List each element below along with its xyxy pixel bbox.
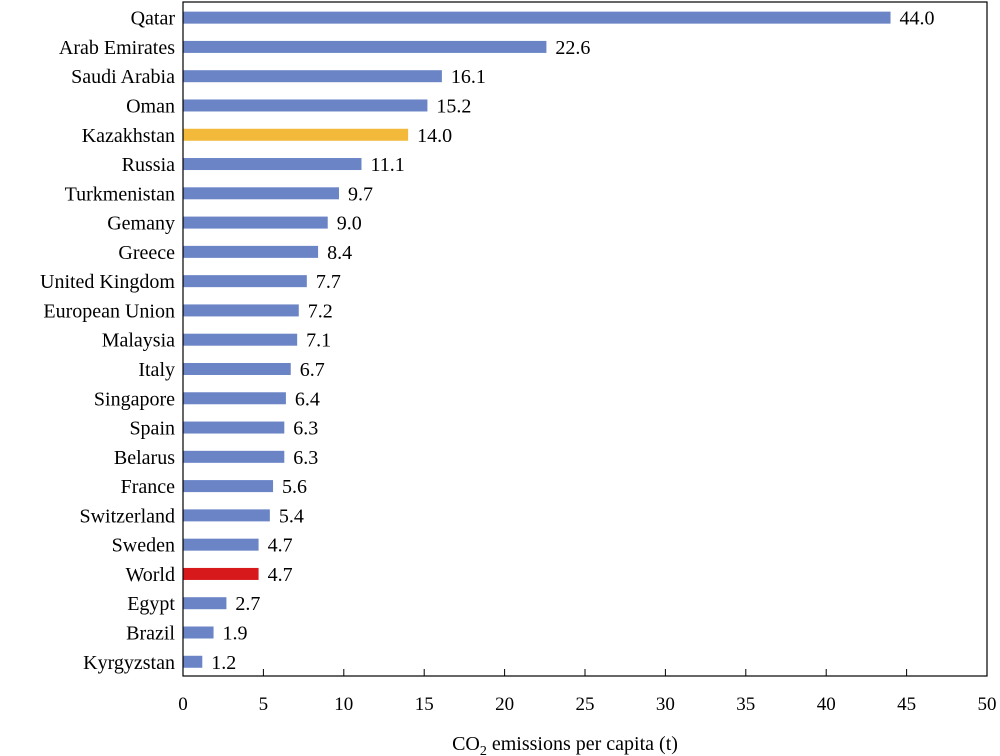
category-label-singapore: Singapore — [94, 388, 175, 410]
x-tick-label-35: 35 — [736, 694, 755, 715]
bar-oman — [183, 99, 428, 112]
bars-group — [183, 11, 891, 668]
value-label-france: 5.6 — [282, 476, 307, 498]
category-label-saudi-arabia: Saudi Arabia — [71, 66, 175, 88]
category-label-oman: Oman — [126, 95, 175, 117]
bar-turkmenistan — [183, 187, 339, 200]
x-axis-title: CO2 emissions per capita (t) — [452, 733, 678, 756]
bar-spain — [183, 421, 285, 434]
value-label-egypt: 2.7 — [235, 593, 260, 615]
value-label-russia: 11.1 — [370, 154, 404, 176]
x-tick-label-40: 40 — [817, 694, 836, 715]
bar-greece — [183, 245, 319, 258]
x-axis-title-subscript: 2 — [480, 744, 487, 756]
category-label-kyrgyzstan: Kyrgyzstan — [83, 652, 175, 674]
bar-saudi-arabia — [183, 70, 442, 83]
value-label-arab-emirates: 22.6 — [555, 37, 590, 59]
category-label-sweden: Sweden — [112, 535, 175, 557]
x-tick-label-25: 25 — [576, 694, 595, 715]
category-label-spain: Spain — [129, 418, 175, 440]
bar-switzerland — [183, 509, 270, 522]
category-label-france: France — [121, 476, 176, 498]
bar-malaysia — [183, 333, 298, 346]
bar-belarus — [183, 450, 285, 463]
value-label-italy: 6.7 — [300, 359, 325, 381]
value-labels-group: 44.0 22.6 16.1 15.2 14.0 11.1 9.7 9.0 8.4 7.7 7.2 7… — [211, 8, 934, 674]
bar-kyrgyzstan — [183, 655, 203, 668]
category-label-european-union: European Union — [43, 300, 175, 322]
category-label-brazil: Brazil — [126, 622, 175, 644]
bar-qatar — [183, 11, 891, 24]
value-label-turkmenistan: 9.7 — [348, 183, 373, 205]
x-tick-label-50: 50 — [978, 694, 997, 715]
x-ticks-group: 0 5 10 15 20 25 30 35 40 45 50 — [178, 669, 997, 715]
value-label-qatar: 44.0 — [900, 8, 935, 30]
value-label-greece: 8.4 — [327, 242, 352, 264]
x-axis-title-rest: emissions per capita (t) — [487, 733, 678, 755]
x-axis-title-main: CO — [452, 733, 480, 755]
value-label-belarus: 6.3 — [293, 447, 318, 469]
value-label-spain: 6.3 — [293, 418, 318, 440]
plot-frame — [182, 1, 988, 677]
category-label-turkmenistan: Turkmenistan — [65, 183, 175, 205]
value-label-european-union: 7.2 — [308, 300, 333, 322]
category-label-italy: Italy — [138, 359, 175, 381]
x-tick-label-45: 45 — [897, 694, 916, 715]
value-label-singapore: 6.4 — [295, 388, 320, 410]
category-label-qatar: Qatar — [131, 8, 176, 30]
category-label-russia: Russia — [122, 154, 175, 176]
value-label-saudi-arabia: 16.1 — [451, 66, 486, 88]
bar-world — [183, 567, 259, 580]
bar-gemany — [183, 216, 328, 229]
value-label-oman: 15.2 — [436, 95, 471, 117]
bar-singapore — [183, 392, 286, 405]
category-label-kazakhstan: Kazakhstan — [82, 125, 175, 147]
category-label-egypt: Egypt — [127, 593, 175, 615]
category-label-malaysia: Malaysia — [102, 330, 175, 352]
category-label-belarus: Belarus — [114, 447, 175, 469]
bar-egypt — [183, 597, 227, 610]
x-tick-label-30: 30 — [656, 694, 675, 715]
bar-france — [183, 480, 274, 493]
value-label-sweden: 4.7 — [268, 535, 293, 557]
x-tick-label-0: 0 — [178, 694, 188, 715]
value-label-kazakhstan: 14.0 — [417, 125, 452, 147]
category-label-arab-emirates: Arab Emirates — [59, 37, 175, 59]
value-label-brazil: 1.9 — [223, 622, 248, 644]
bar-arab-emirates — [183, 40, 547, 53]
category-label-gemany: Gemany — [107, 213, 175, 235]
bar-european-union — [183, 304, 299, 317]
bar-italy — [183, 362, 291, 375]
value-label-gemany: 9.0 — [337, 213, 362, 235]
value-label-malaysia: 7.1 — [306, 330, 331, 352]
bar-kazakhstan — [183, 128, 409, 141]
value-label-switzerland: 5.4 — [279, 505, 304, 527]
value-label-world: 4.7 — [268, 564, 293, 586]
category-labels-group: Qatar Arab Emirates Saudi Arabia Oman Kazakh… — [40, 8, 175, 674]
category-label-united-kingdom: United Kingdom — [40, 271, 175, 293]
x-tick-label-5: 5 — [259, 694, 269, 715]
bar-brazil — [183, 626, 214, 639]
value-label-united-kingdom: 7.7 — [316, 271, 341, 293]
category-label-greece: Greece — [118, 242, 175, 264]
value-label-kyrgyzstan: 1.2 — [211, 652, 236, 674]
bar-sweden — [183, 538, 259, 551]
x-tick-label-20: 20 — [495, 694, 514, 715]
bar-russia — [183, 158, 362, 171]
x-tick-label-10: 10 — [334, 694, 353, 715]
x-tick-label-15: 15 — [415, 694, 434, 715]
category-label-switzerland: Switzerland — [79, 505, 175, 527]
category-label-world: World — [126, 564, 176, 586]
bar-united-kingdom — [183, 275, 307, 288]
